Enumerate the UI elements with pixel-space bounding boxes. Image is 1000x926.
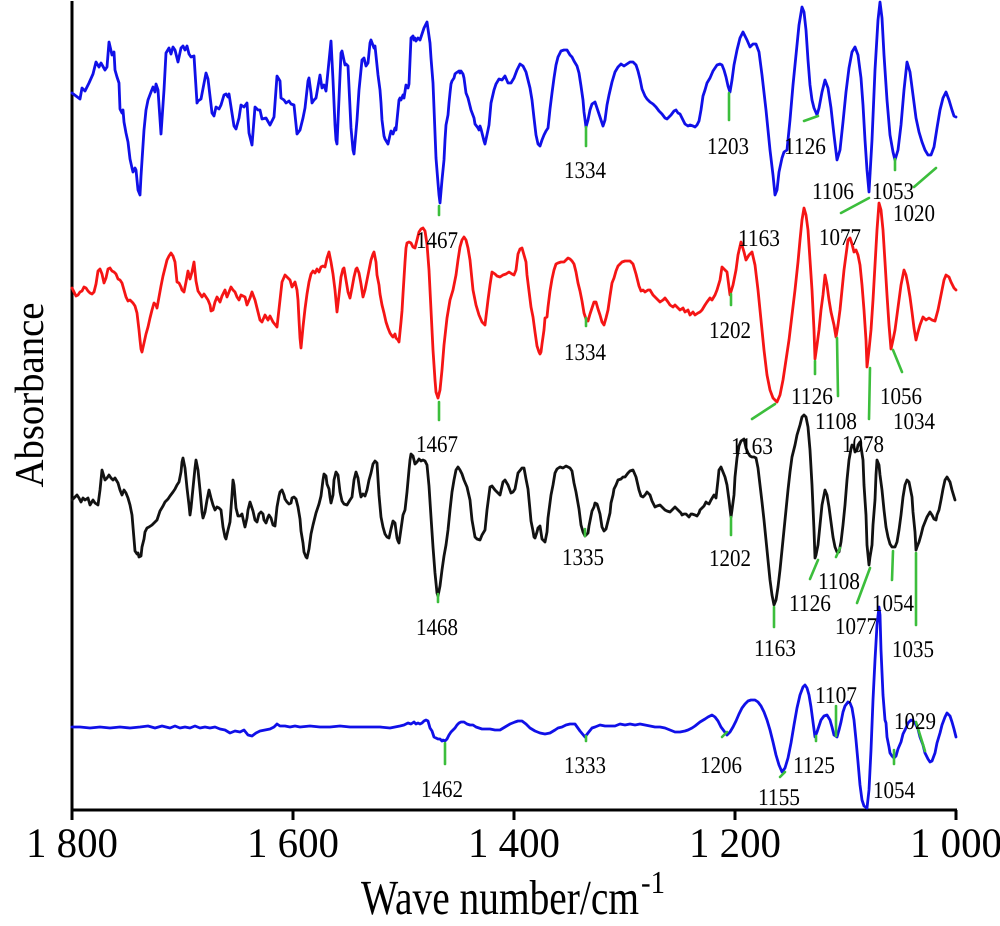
svg-text:1 600: 1 600 xyxy=(247,821,339,867)
svg-text:1126: 1126 xyxy=(789,591,831,617)
svg-text:1202: 1202 xyxy=(709,546,751,572)
svg-text:1155: 1155 xyxy=(758,785,800,811)
svg-text:1077: 1077 xyxy=(835,614,877,640)
svg-text:1020: 1020 xyxy=(893,201,935,227)
svg-text:Absorbance: Absorbance xyxy=(6,303,52,488)
svg-text:1467: 1467 xyxy=(416,432,458,458)
svg-text:1468: 1468 xyxy=(416,615,458,641)
svg-text:1106: 1106 xyxy=(812,179,854,205)
svg-text:1125: 1125 xyxy=(793,753,835,779)
svg-text:1078: 1078 xyxy=(842,432,884,458)
svg-text:1334: 1334 xyxy=(564,158,606,184)
svg-text:1462: 1462 xyxy=(421,777,463,803)
svg-text:1108: 1108 xyxy=(818,569,860,595)
svg-text:1202: 1202 xyxy=(709,318,751,344)
svg-text:1053: 1053 xyxy=(872,179,914,205)
svg-text:1163: 1163 xyxy=(754,636,796,662)
svg-text:1203: 1203 xyxy=(707,134,749,160)
svg-text:1335: 1335 xyxy=(562,545,604,571)
svg-text:1206: 1206 xyxy=(700,753,742,779)
svg-text:1056: 1056 xyxy=(880,384,922,410)
svg-text:1467: 1467 xyxy=(416,228,458,254)
svg-text:1 800: 1 800 xyxy=(26,821,118,867)
svg-text:1054: 1054 xyxy=(872,591,914,617)
svg-text:1 200: 1 200 xyxy=(689,821,781,867)
svg-text:1126: 1126 xyxy=(784,134,826,160)
svg-text:1163: 1163 xyxy=(738,226,780,252)
svg-text:1 400: 1 400 xyxy=(468,821,560,867)
svg-text:1333: 1333 xyxy=(564,753,606,779)
svg-text:1334: 1334 xyxy=(564,340,606,366)
svg-text:1035: 1035 xyxy=(892,637,934,663)
svg-text:1077: 1077 xyxy=(819,225,861,251)
svg-text:1163: 1163 xyxy=(731,434,773,460)
svg-text:1029: 1029 xyxy=(894,709,936,735)
svg-text:-1: -1 xyxy=(641,864,665,900)
svg-text:Wave number/cm: Wave number/cm xyxy=(361,870,639,921)
svg-text:1 000: 1 000 xyxy=(910,821,1000,867)
svg-text:1054: 1054 xyxy=(873,778,915,804)
svg-text:1034: 1034 xyxy=(893,409,935,435)
svg-text:1107: 1107 xyxy=(815,683,857,709)
svg-text:1126: 1126 xyxy=(791,384,833,410)
svg-text:1108: 1108 xyxy=(815,409,857,435)
